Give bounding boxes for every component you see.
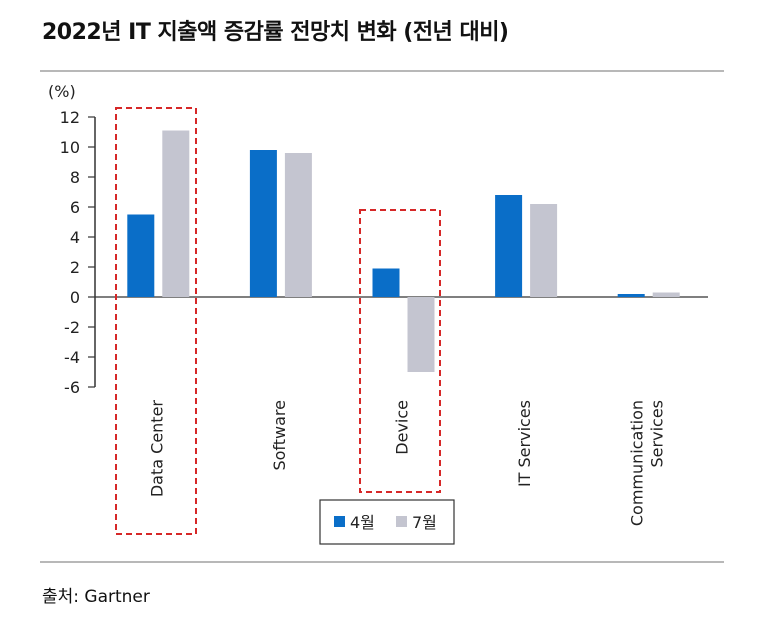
y-tick-label: 12 bbox=[60, 108, 80, 127]
bar-communication-services-apr bbox=[617, 294, 645, 297]
title-divider bbox=[40, 70, 724, 72]
legend-label: 7월 bbox=[412, 513, 437, 532]
highlight-boxes bbox=[115, 107, 441, 535]
legend: 4월 7월 bbox=[319, 499, 455, 545]
bar-software-jul bbox=[284, 153, 312, 297]
category-label: Data Center bbox=[147, 400, 166, 498]
category-label: Services bbox=[648, 400, 667, 467]
y-tick-label: 2 bbox=[70, 258, 80, 277]
highlight-box-data-center bbox=[115, 107, 197, 535]
y-tick-label: 6 bbox=[70, 198, 80, 217]
bar-communication-services-jul bbox=[652, 292, 680, 297]
y-tick-label: -4 bbox=[64, 348, 80, 367]
y-tick-label: -6 bbox=[64, 378, 80, 397]
y-axis-unit-label: (%) bbox=[48, 82, 76, 101]
bar-device-apr bbox=[372, 268, 400, 297]
chart-title: 2022년 IT 지출액 증감률 전망치 변화 (전년 대비) bbox=[42, 20, 509, 45]
legend-label: 4월 bbox=[350, 513, 375, 532]
bar-it-services-apr bbox=[495, 195, 523, 297]
category-label: Device bbox=[393, 400, 412, 455]
category-label: Software bbox=[270, 400, 289, 471]
y-tick-label: 10 bbox=[60, 138, 80, 157]
highlight-box-device bbox=[359, 209, 441, 493]
bar-data-center-apr bbox=[127, 214, 155, 297]
footer-divider bbox=[40, 561, 724, 563]
bars bbox=[127, 130, 680, 372]
y-tick-label: 4 bbox=[70, 228, 80, 247]
bar-data-center-jul bbox=[162, 130, 190, 297]
category-label: Communication bbox=[628, 400, 647, 526]
bar-it-services-jul bbox=[530, 204, 558, 297]
bar-software-apr bbox=[249, 150, 277, 297]
legend-swatch bbox=[334, 516, 345, 527]
category-label: IT Services bbox=[515, 400, 534, 487]
source-note: 출처: Gartner bbox=[42, 587, 150, 607]
y-tick-label: 8 bbox=[70, 168, 80, 187]
y-tick-label: 0 bbox=[70, 288, 80, 307]
category-labels: Data Center Software Device IT Services Comm… bbox=[147, 400, 666, 527]
legend-swatch bbox=[396, 516, 407, 527]
y-axis: 12 10 8 6 4 2 0 -2 -4 -6 bbox=[60, 108, 708, 397]
y-tick-label: -2 bbox=[64, 318, 80, 337]
bar-device-jul bbox=[407, 297, 435, 372]
